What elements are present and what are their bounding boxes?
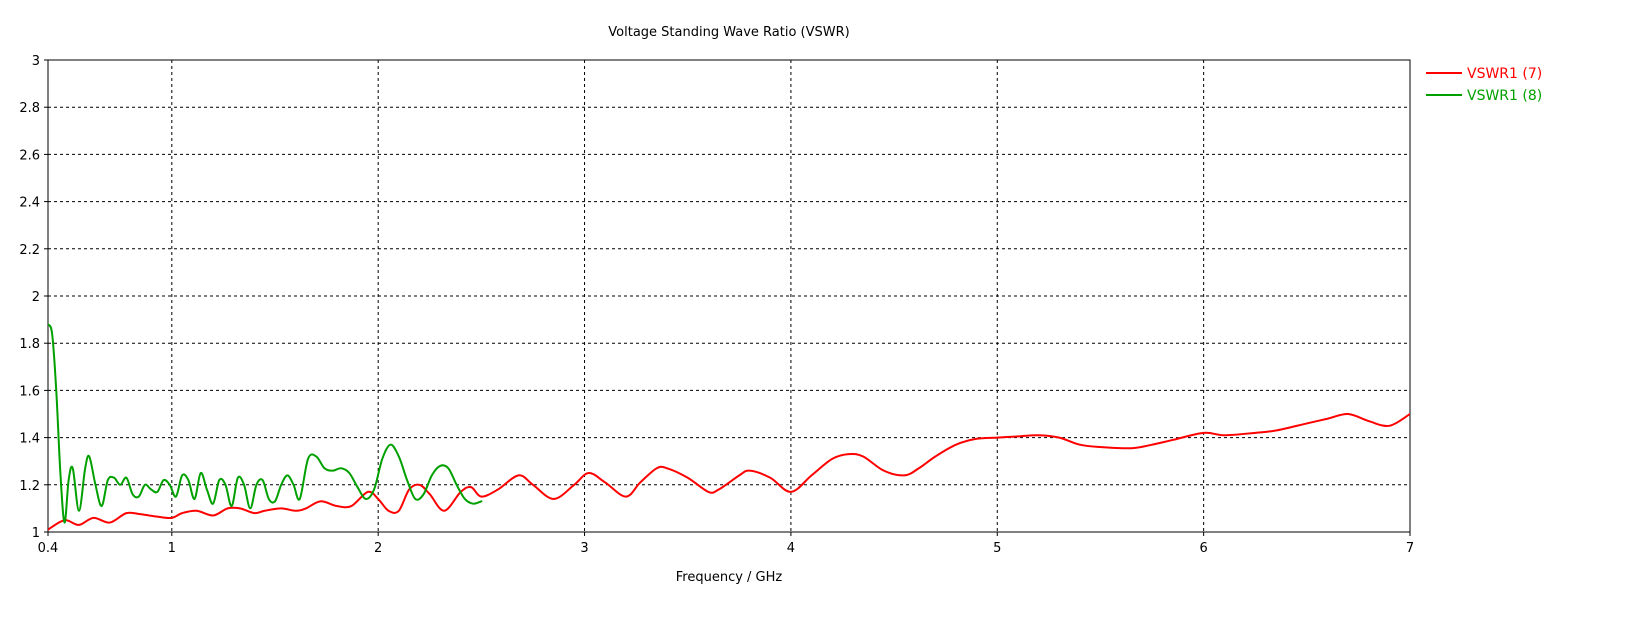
- legend-label: VSWR1 (7): [1467, 66, 1542, 82]
- x-tick-label: 0.4: [38, 541, 59, 556]
- x-axis-label: Frequency / GHz: [676, 570, 783, 585]
- y-axis-ticks: 1 1.2 1.4 1.6 1.8 2 2.2 2.4 2.6 2.8 3: [19, 54, 48, 541]
- x-tick-label: 3: [580, 541, 588, 556]
- y-tick-label: 2: [32, 290, 40, 305]
- y-tick-label: 3: [32, 54, 40, 69]
- series-lines: [48, 323, 1410, 531]
- x-tick-label: 5: [993, 541, 1001, 556]
- series-line-1: [48, 412, 1410, 531]
- y-tick-label: 2.6: [19, 148, 40, 163]
- y-tick-label: 2.8: [19, 101, 40, 116]
- y-tick-label: 1.8: [19, 337, 40, 352]
- y-tick-label: 1: [32, 526, 40, 541]
- chart-title: Voltage Standing Wave Ratio (VSWR): [608, 25, 849, 40]
- x-tick-label: 2: [374, 541, 382, 556]
- y-tick-label: 1.2: [19, 479, 40, 494]
- x-tick-label: 1: [168, 541, 176, 556]
- y-tick-label: 2.2: [19, 243, 40, 258]
- x-tick-label: 6: [1199, 541, 1207, 556]
- legend-label: VSWR1 (8): [1467, 88, 1542, 104]
- x-axis-ticks: 0.4 1 2 3 4 5 6 7: [38, 532, 1414, 556]
- y-tick-label: 1.4: [19, 432, 40, 447]
- series-line-2: [48, 323, 483, 524]
- y-tick-label: 2.4: [19, 196, 40, 211]
- x-tick-label: 7: [1406, 541, 1414, 556]
- legend: VSWR1 (7) VSWR1 (8): [1426, 66, 1542, 104]
- grid-lines: [48, 60, 1410, 532]
- y-tick-label: 1.6: [19, 384, 40, 399]
- x-tick-label: 4: [787, 541, 795, 556]
